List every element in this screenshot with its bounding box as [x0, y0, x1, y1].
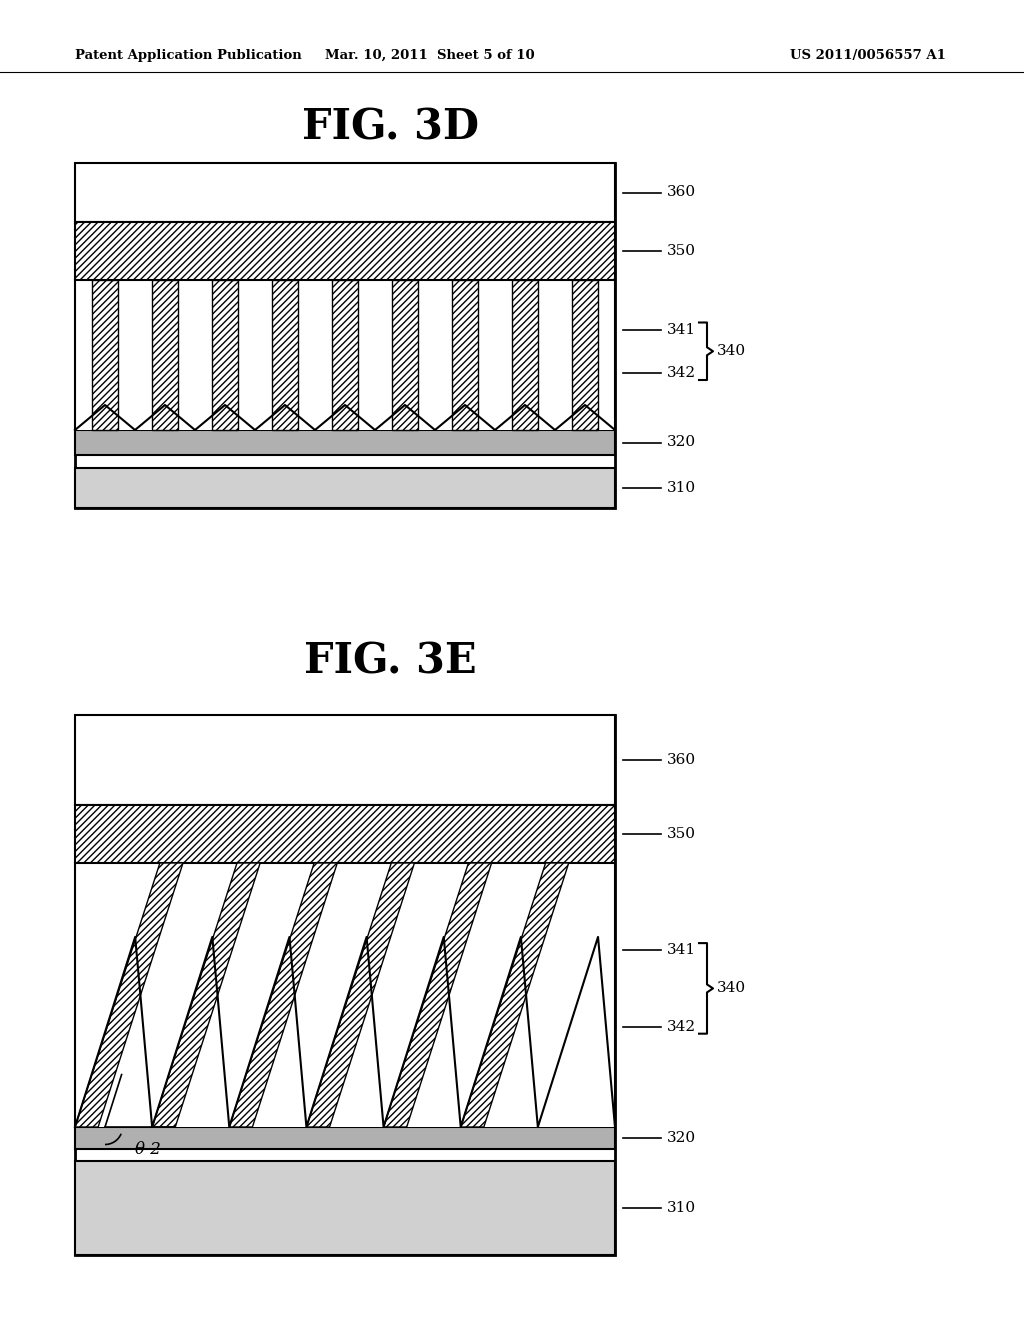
Text: 310: 310: [667, 480, 696, 495]
Bar: [453, 280, 477, 430]
Text: Patent Application Publication: Patent Application Publication: [75, 49, 302, 62]
Text: FIG. 3D: FIG. 3D: [301, 107, 478, 149]
Text: US 2011/0056557 A1: US 2011/0056557 A1: [790, 49, 946, 62]
Bar: [75, 430, 615, 455]
Text: 320: 320: [667, 1131, 696, 1144]
Text: 340: 340: [717, 981, 746, 995]
Bar: [512, 280, 538, 430]
Bar: [75, 1127, 615, 1148]
Bar: [92, 280, 118, 430]
Text: FIG. 3E: FIG. 3E: [304, 642, 476, 682]
Bar: [75, 805, 615, 863]
Bar: [212, 280, 238, 430]
Bar: [75, 162, 615, 222]
Bar: [75, 715, 615, 1255]
Text: 310: 310: [667, 1201, 696, 1214]
Text: 350: 350: [667, 828, 696, 841]
Polygon shape: [153, 863, 260, 1127]
Text: 342: 342: [667, 366, 696, 380]
Bar: [75, 469, 615, 508]
Text: 350: 350: [667, 244, 696, 257]
Polygon shape: [461, 863, 568, 1127]
Text: 342: 342: [667, 1019, 696, 1034]
Text: 360: 360: [667, 752, 696, 767]
Polygon shape: [306, 863, 415, 1127]
Text: 341: 341: [667, 322, 696, 337]
Bar: [75, 1162, 615, 1255]
Bar: [153, 280, 177, 430]
Polygon shape: [384, 863, 492, 1127]
Text: θ 2: θ 2: [135, 1140, 161, 1158]
Polygon shape: [75, 863, 183, 1127]
Bar: [272, 280, 298, 430]
Bar: [75, 280, 615, 430]
Bar: [75, 715, 615, 805]
Bar: [75, 863, 615, 1127]
Text: 340: 340: [717, 345, 746, 358]
Bar: [392, 280, 418, 430]
Polygon shape: [229, 863, 337, 1127]
Text: 341: 341: [667, 942, 696, 957]
Bar: [333, 280, 357, 430]
Text: 320: 320: [667, 436, 696, 450]
Bar: [572, 280, 598, 430]
Bar: [75, 222, 615, 280]
Bar: [75, 162, 615, 508]
Text: 360: 360: [667, 186, 696, 199]
Text: Mar. 10, 2011  Sheet 5 of 10: Mar. 10, 2011 Sheet 5 of 10: [326, 49, 535, 62]
